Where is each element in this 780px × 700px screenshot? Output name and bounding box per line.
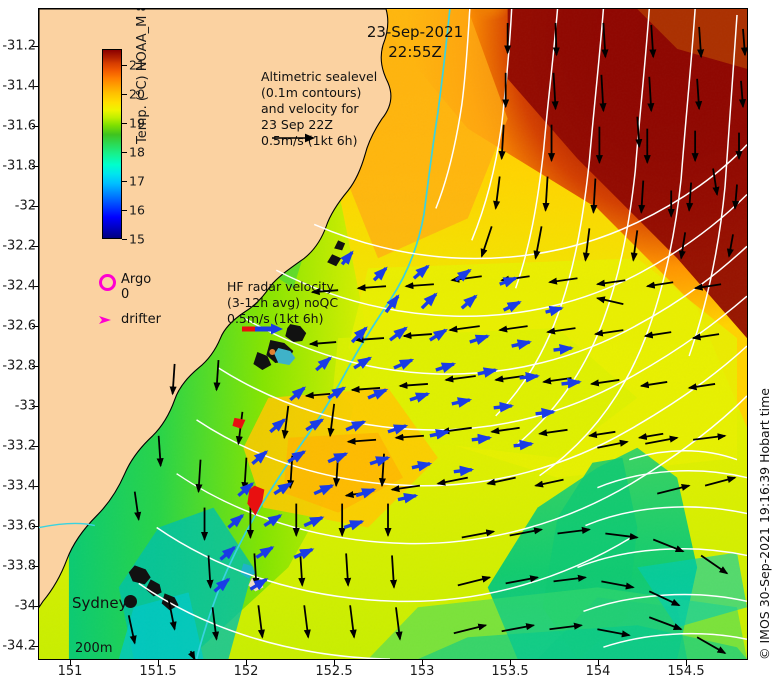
y-tick-label: -32.6	[2, 318, 36, 334]
temperature-colorbar: 15 16 17 18 19 20 21	[102, 49, 145, 247]
y-tick-label: -33	[14, 398, 36, 414]
y-tick-label: -31.4	[2, 78, 36, 94]
y-tick-label: -33.2	[2, 438, 36, 454]
x-tick-label: 151	[57, 664, 83, 679]
y-tick-label: -31.2	[2, 38, 36, 54]
y-tick-label: -32.4	[2, 278, 36, 294]
hf-radar-annotation: HF radar velocity (3-12h avg) noQC 0.5m/…	[227, 279, 339, 326]
x-tick-label: 152.5	[315, 664, 353, 679]
y-tick-label: -33.8	[2, 558, 36, 574]
city-marker-sydney	[124, 595, 137, 608]
city-label-sydney: Sydney	[72, 594, 128, 612]
x-tick-label: 153	[409, 664, 435, 679]
legend-drifter: drifter	[99, 312, 161, 330]
y-tick-label: -33.4	[2, 478, 36, 494]
y-tick-label: -31.6	[2, 118, 36, 134]
colorbar-tick-16: 16	[129, 202, 145, 218]
title-date: 23-Sep-2021	[366, 23, 464, 41]
altimetry-scale-arrow	[272, 133, 315, 143]
colorbar-tick-17: 17	[129, 173, 145, 189]
y-tick-label: -32	[14, 198, 36, 214]
altimetry-annotation: Altimetric sealevel (0.1m contours) and …	[261, 69, 378, 148]
x-tick-label: 152	[233, 664, 259, 679]
colorbar-tick-19: 19	[129, 115, 145, 131]
colorbar-gradient	[102, 49, 122, 239]
legend-drifter-label: drifter	[121, 312, 161, 327]
altimetry-velocity-vectors	[127, 22, 747, 659]
y-tick-label: -34.2	[2, 638, 36, 654]
y-tick-label: -32.8	[2, 358, 36, 374]
hf-radar-scale-arrow	[242, 323, 283, 335]
legend-argo-label: Argo 0	[121, 272, 152, 302]
map-plot-area[interactable]: 15 16 17 18 19 20 21 Temp. (°C) NOAA_M 8…	[38, 8, 748, 660]
y-tick-label: -32.2	[2, 238, 36, 254]
colorbar-title: Temp. (°C) NOAA_M 88% q|>=4	[135, 8, 150, 144]
colorbar-tick-20: 20	[129, 86, 145, 102]
hf-radar-vectors	[213, 250, 582, 593]
y-tick-label: -31.8	[2, 158, 36, 174]
colorbar-tick-15: 15	[129, 231, 145, 247]
y-tick-label: -34	[14, 598, 36, 614]
coastline	[39, 9, 392, 611]
x-tick-label: 154.5	[667, 664, 705, 679]
depth-contour-label: 200m	[75, 641, 113, 656]
title-time: 22:55Z	[388, 43, 442, 62]
colorbar-tick-18: 18	[129, 144, 145, 160]
page-title: 23-Sep-2021 22:55Z	[325, 22, 505, 63]
y-tick-label: -33.6	[2, 518, 36, 534]
x-tick-label: 153.5	[491, 664, 529, 679]
drifter-markers	[232, 417, 265, 516]
sst-field	[39, 9, 747, 659]
colorbar-tick-21: 21	[129, 57, 145, 73]
x-tick-label: 154	[585, 664, 611, 679]
drifter-arrow-icon	[99, 316, 111, 324]
argo-circle-icon	[99, 274, 116, 291]
x-tick-label: 151.5	[139, 664, 177, 679]
credit-text: © IMOS 30-Sep-2021 19:16:39 Hobart time	[757, 388, 772, 660]
